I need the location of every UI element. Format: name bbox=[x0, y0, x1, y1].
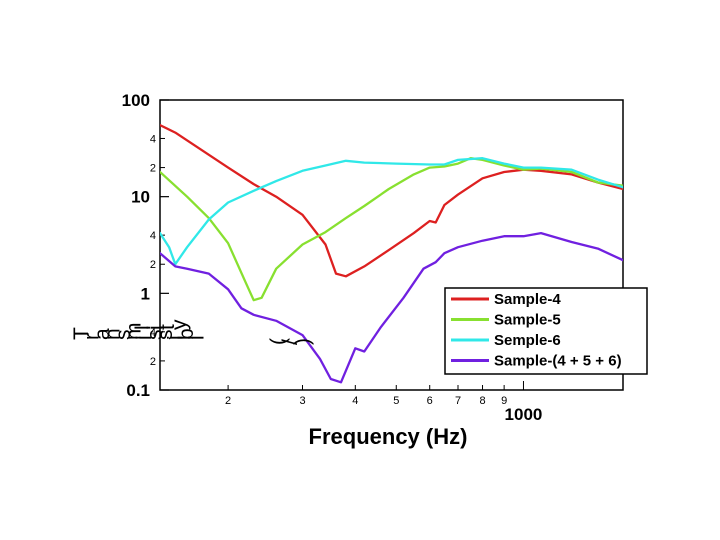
x-tick-label: 4 bbox=[352, 395, 358, 407]
x-tick-label: 8 bbox=[479, 395, 485, 407]
y-major-tick-label: 100 bbox=[122, 91, 150, 110]
y-major-tick-label: 10 bbox=[131, 188, 150, 207]
legend-label-2: Sample-5 bbox=[494, 312, 561, 329]
y-axis-label-glyph: T bbox=[70, 327, 93, 340]
y-axis-label-glyph: t bbox=[156, 324, 179, 330]
series-lines bbox=[160, 123, 623, 384]
y-axis-label-glyph: i bbox=[186, 335, 209, 340]
x-tick-label: 7 bbox=[455, 395, 461, 407]
y-minor-tick-label: 4 bbox=[150, 230, 156, 242]
y-axis-ticks: 100 10 1 0.1 4 2 4 2 4 2 bbox=[122, 91, 169, 400]
legend-label-1: Sample-4 bbox=[494, 291, 561, 308]
y-axis-label-glyph: a bbox=[91, 328, 114, 340]
x-tick-label: 6 bbox=[427, 395, 433, 407]
y-axis-label-glyph: s bbox=[144, 330, 167, 341]
y-axis-label-glyph: i bbox=[133, 335, 156, 340]
y-axis-label-glyph: i bbox=[165, 335, 188, 340]
legend: Sample-4 Sample-5 Semple-6 Sample-(4 + 5 + … bbox=[444, 287, 648, 375]
y-minor-tick-label: 2 bbox=[150, 259, 156, 271]
x-tick-label: 9 bbox=[501, 395, 507, 407]
x-tick-label: 3 bbox=[299, 395, 305, 407]
series-line-4 bbox=[160, 231, 623, 384]
y-axis-label-glyph: ) bbox=[291, 338, 314, 345]
series-line-3 bbox=[160, 157, 623, 266]
y-major-tick-label: 1 bbox=[141, 284, 150, 303]
y-axis-label-glyph: ( bbox=[267, 338, 290, 345]
y-major-tick-label: 0.1 bbox=[126, 381, 150, 400]
y-minor-tick-label: 4 bbox=[150, 133, 156, 145]
legend-box bbox=[444, 287, 648, 375]
y-axis-label-glyph: m bbox=[123, 323, 146, 341]
y-axis-label-glyph: b bbox=[175, 328, 198, 340]
plot-frame bbox=[159, 99, 624, 391]
y-axis-label-glyph: y bbox=[168, 319, 191, 330]
y-axis-label-glyph: r bbox=[81, 333, 104, 340]
legend-label-4: Sample-(4 + 5 + 6) bbox=[494, 353, 622, 370]
y-axis-label-glyph: s bbox=[112, 330, 135, 341]
x-tick-label: 1000 bbox=[505, 405, 543, 424]
y-axis-label-glyph: s bbox=[154, 330, 177, 341]
y-minor-tick-label: 2 bbox=[150, 356, 156, 368]
x-axis-title: Frequency (Hz) bbox=[309, 424, 468, 449]
y-minor-tick-label: 4 bbox=[150, 327, 156, 339]
x-tick-label: 2 bbox=[225, 395, 231, 407]
y-axis-label-glyph: l bbox=[132, 325, 155, 330]
y-axis-label-glyph: / bbox=[279, 339, 302, 345]
y-axis-label-glyph: n bbox=[102, 328, 125, 340]
legend-label-3: Semple-6 bbox=[494, 332, 561, 349]
series-line-2 bbox=[160, 157, 623, 302]
y-axis-label-glyph: i bbox=[144, 325, 167, 330]
y-minor-tick-label: 2 bbox=[150, 163, 156, 175]
x-tick-label: 5 bbox=[393, 395, 399, 407]
